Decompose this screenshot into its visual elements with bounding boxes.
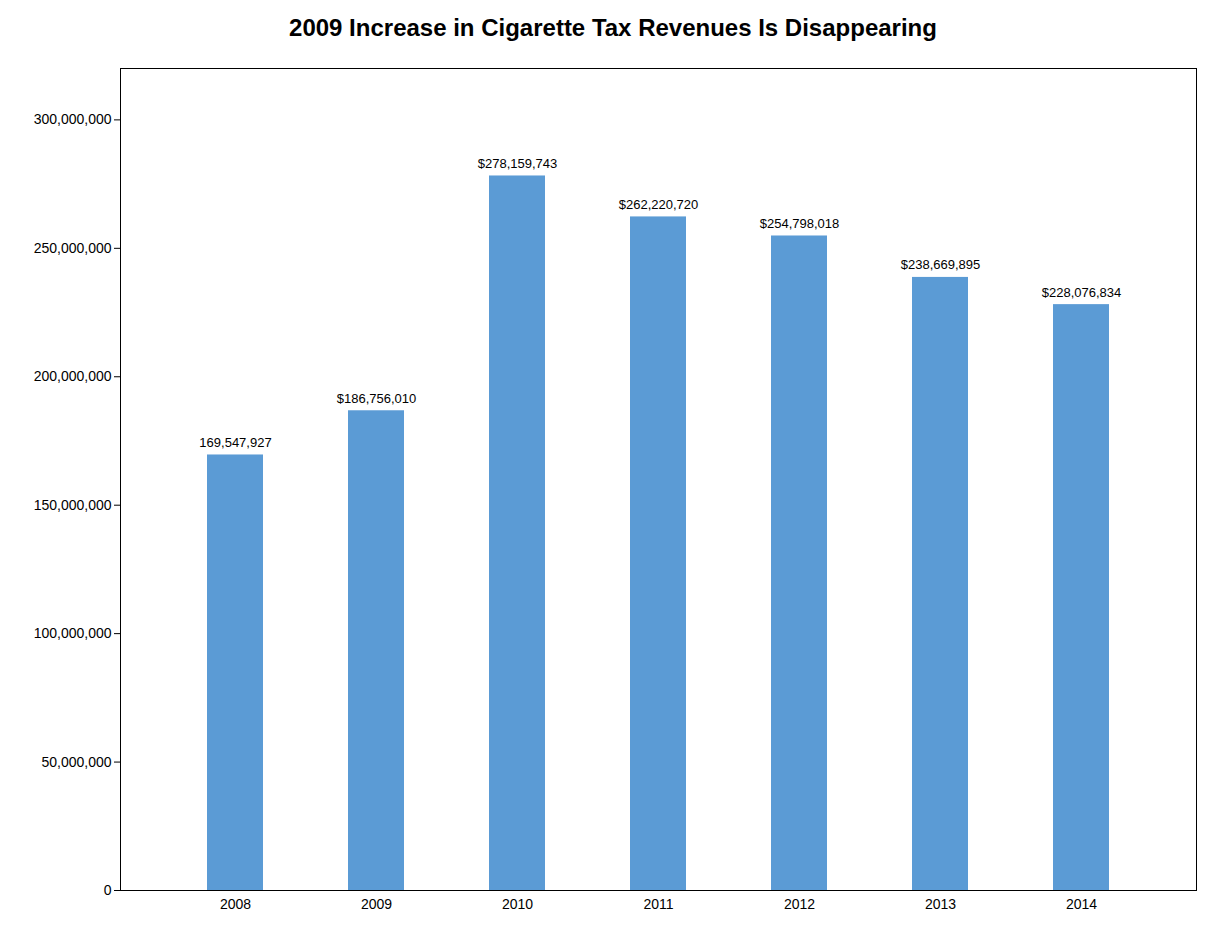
- svg-text:$238,669,895: $238,669,895: [901, 257, 981, 272]
- svg-text:$278,159,743: $278,159,743: [478, 156, 558, 171]
- svg-text:50,000,000: 50,000,000: [41, 754, 111, 770]
- svg-text:2011: 2011: [643, 896, 673, 912]
- svg-text:2009: 2009: [361, 896, 392, 912]
- svg-text:0: 0: [104, 882, 112, 898]
- svg-text:200,000,000: 200,000,000: [34, 368, 112, 384]
- svg-text:2008: 2008: [220, 896, 251, 912]
- svg-text:2013: 2013: [925, 896, 956, 912]
- svg-text:2014: 2014: [1066, 896, 1097, 912]
- svg-text:300,000,000: 300,000,000: [34, 111, 112, 127]
- svg-text:250,000,000: 250,000,000: [34, 240, 112, 256]
- html-text:2009 Increase in Cigarette Tax: 2009 Increase in Cigarette Tax Revenues …: [289, 14, 937, 41]
- svg-text:2010: 2010: [502, 896, 533, 912]
- svg-text:$228,076,834: $228,076,834: [1042, 285, 1122, 300]
- svg-text:2012: 2012: [784, 896, 815, 912]
- svg-text:169,547,927: 169,547,927: [199, 435, 271, 450]
- svg-text:100,000,000: 100,000,000: [34, 625, 112, 641]
- svg-text:150,000,000: 150,000,000: [34, 497, 112, 513]
- svg-text:$186,756,010: $186,756,010: [337, 391, 417, 406]
- svg-text:$262,220,720: $262,220,720: [619, 197, 699, 212]
- svg-text:$254,798,018: $254,798,018: [760, 216, 840, 231]
